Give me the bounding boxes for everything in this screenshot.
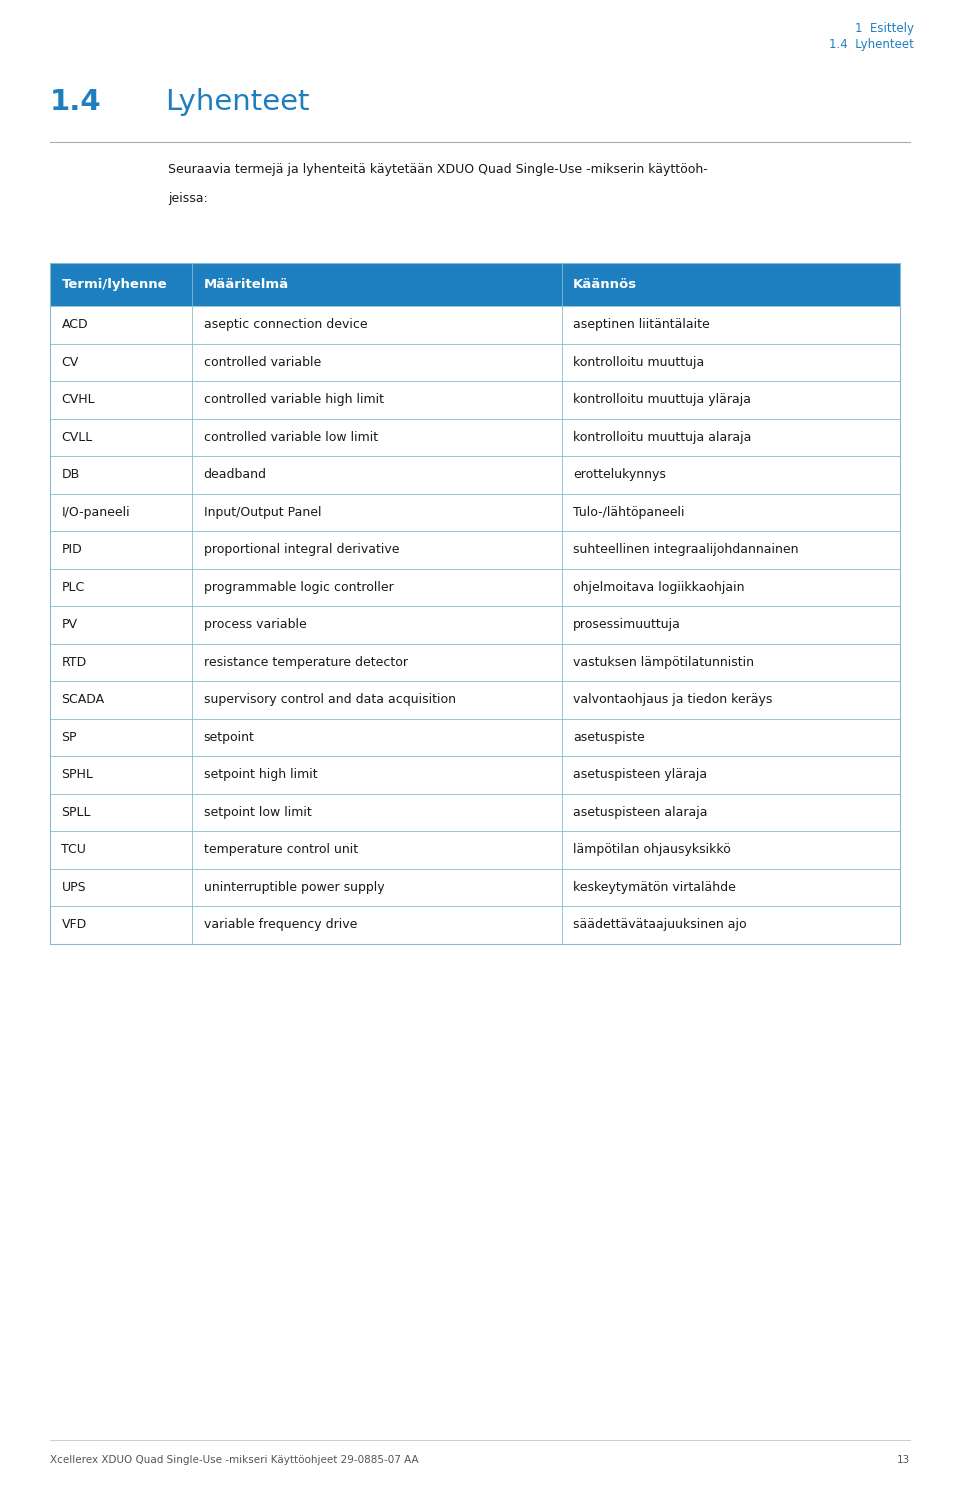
Text: PLC: PLC bbox=[61, 581, 84, 594]
Text: SPLL: SPLL bbox=[61, 806, 91, 818]
Text: VFD: VFD bbox=[61, 918, 86, 931]
Text: prosessimuuttuja: prosessimuuttuja bbox=[573, 618, 681, 631]
Text: 1.4: 1.4 bbox=[50, 88, 102, 116]
FancyBboxPatch shape bbox=[50, 793, 900, 832]
Text: programmable logic controller: programmable logic controller bbox=[204, 581, 394, 594]
Text: resistance temperature detector: resistance temperature detector bbox=[204, 656, 407, 668]
Text: Seuraavia termejä ja lyhenteitä käytetään XDUO Quad Single-Use -mikserin käyttöo: Seuraavia termejä ja lyhenteitä käytetää… bbox=[168, 163, 708, 177]
Text: asetuspisteen alaraja: asetuspisteen alaraja bbox=[573, 806, 708, 818]
Text: I/O-paneeli: I/O-paneeli bbox=[61, 506, 130, 518]
FancyBboxPatch shape bbox=[50, 643, 900, 682]
Text: deadband: deadband bbox=[204, 468, 267, 481]
FancyBboxPatch shape bbox=[50, 869, 900, 906]
Text: setpoint: setpoint bbox=[204, 731, 254, 744]
FancyBboxPatch shape bbox=[50, 382, 900, 419]
Text: aseptic connection device: aseptic connection device bbox=[204, 318, 367, 331]
Text: PV: PV bbox=[61, 618, 78, 631]
Text: Määritelmä: Määritelmä bbox=[204, 278, 289, 291]
Text: setpoint high limit: setpoint high limit bbox=[204, 768, 317, 781]
FancyBboxPatch shape bbox=[50, 306, 900, 343]
Text: Tulo-/lähtöpaneeli: Tulo-/lähtöpaneeli bbox=[573, 506, 684, 518]
Text: asetuspisteen yläraja: asetuspisteen yläraja bbox=[573, 768, 708, 781]
Text: kontrolloitu muuttuja: kontrolloitu muuttuja bbox=[573, 356, 705, 368]
Text: Input/Output Panel: Input/Output Panel bbox=[204, 506, 321, 518]
FancyBboxPatch shape bbox=[50, 682, 900, 719]
Text: DB: DB bbox=[61, 468, 80, 481]
Text: Käännös: Käännös bbox=[573, 278, 637, 291]
Text: jeissa:: jeissa: bbox=[168, 192, 207, 205]
Text: säädettävätaajuuksinen ajo: säädettävätaajuuksinen ajo bbox=[573, 918, 747, 931]
Text: vastuksen lämpötilatunnistin: vastuksen lämpötilatunnistin bbox=[573, 656, 755, 668]
FancyBboxPatch shape bbox=[50, 343, 900, 382]
Text: CVLL: CVLL bbox=[61, 431, 93, 444]
Text: valvontaohjaus ja tiedon keräys: valvontaohjaus ja tiedon keräys bbox=[573, 693, 773, 707]
Text: Termi/lyhenne: Termi/lyhenne bbox=[61, 278, 167, 291]
Text: process variable: process variable bbox=[204, 618, 306, 631]
Text: uninterruptible power supply: uninterruptible power supply bbox=[204, 881, 384, 894]
Text: keskeytymätön virtalähde: keskeytymätön virtalähde bbox=[573, 881, 736, 894]
Text: TCU: TCU bbox=[61, 843, 86, 857]
FancyBboxPatch shape bbox=[50, 532, 900, 569]
Text: kontrolloitu muuttuja alaraja: kontrolloitu muuttuja alaraja bbox=[573, 431, 752, 444]
Text: variable frequency drive: variable frequency drive bbox=[204, 918, 357, 931]
FancyBboxPatch shape bbox=[50, 719, 900, 756]
Text: setpoint low limit: setpoint low limit bbox=[204, 806, 311, 818]
Text: 1  Esittely: 1 Esittely bbox=[855, 22, 914, 36]
Text: aseptinen liitäntälaite: aseptinen liitäntälaite bbox=[573, 318, 709, 331]
FancyBboxPatch shape bbox=[50, 906, 900, 943]
Text: erottelukynnys: erottelukynnys bbox=[573, 468, 666, 481]
Text: SCADA: SCADA bbox=[61, 693, 105, 707]
Text: ohjelmoitava logiikkaohjain: ohjelmoitava logiikkaohjain bbox=[573, 581, 745, 594]
Text: controlled variable: controlled variable bbox=[204, 356, 321, 368]
Text: temperature control unit: temperature control unit bbox=[204, 843, 358, 857]
Text: asetuspiste: asetuspiste bbox=[573, 731, 645, 744]
Text: CV: CV bbox=[61, 356, 79, 368]
Text: ACD: ACD bbox=[61, 318, 88, 331]
FancyBboxPatch shape bbox=[50, 493, 900, 532]
FancyBboxPatch shape bbox=[50, 832, 900, 869]
Text: supervisory control and data acquisition: supervisory control and data acquisition bbox=[204, 693, 455, 707]
Text: controlled variable high limit: controlled variable high limit bbox=[204, 394, 383, 407]
FancyBboxPatch shape bbox=[50, 756, 900, 793]
Text: suhteellinen integraalijohdannainen: suhteellinen integraalijohdannainen bbox=[573, 544, 799, 557]
Text: Lyhenteet: Lyhenteet bbox=[165, 88, 309, 116]
Text: SPHL: SPHL bbox=[61, 768, 93, 781]
Text: 1.4  Lyhenteet: 1.4 Lyhenteet bbox=[829, 39, 914, 50]
Text: RTD: RTD bbox=[61, 656, 86, 668]
FancyBboxPatch shape bbox=[50, 569, 900, 606]
Text: CVHL: CVHL bbox=[61, 394, 95, 407]
Text: 13: 13 bbox=[897, 1455, 910, 1466]
FancyBboxPatch shape bbox=[50, 456, 900, 493]
FancyBboxPatch shape bbox=[50, 419, 900, 456]
Text: kontrolloitu muuttuja yläraja: kontrolloitu muuttuja yläraja bbox=[573, 394, 751, 407]
FancyBboxPatch shape bbox=[50, 606, 900, 643]
FancyBboxPatch shape bbox=[50, 263, 900, 306]
Text: UPS: UPS bbox=[61, 881, 86, 894]
Text: Xcellerex XDUO Quad Single-Use -mikseri Käyttöohjeet 29-0885-07 AA: Xcellerex XDUO Quad Single-Use -mikseri … bbox=[50, 1455, 419, 1466]
Text: proportional integral derivative: proportional integral derivative bbox=[204, 544, 399, 557]
Text: lämpötilan ohjausyksikkö: lämpötilan ohjausyksikkö bbox=[573, 843, 731, 857]
Text: controlled variable low limit: controlled variable low limit bbox=[204, 431, 377, 444]
Text: SP: SP bbox=[61, 731, 77, 744]
Text: PID: PID bbox=[61, 544, 83, 557]
